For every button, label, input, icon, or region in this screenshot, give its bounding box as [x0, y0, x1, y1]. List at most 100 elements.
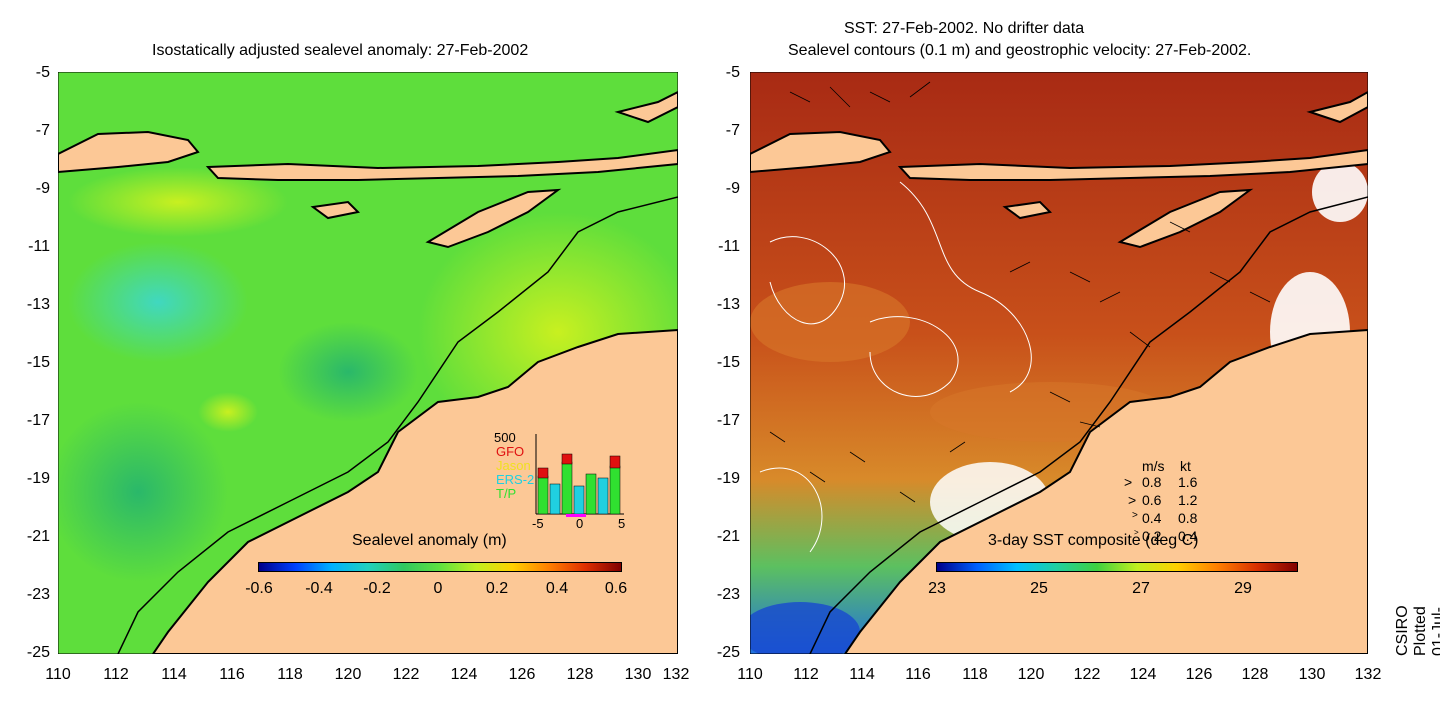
velocity-arrow-icon: > — [1132, 510, 1138, 521]
left-cb-tick: 0.2 — [485, 580, 509, 597]
left-xtick: 124 — [450, 666, 478, 683]
left-map-title: Isostatically adjusted sealevel anomaly:… — [152, 42, 529, 59]
sealevel-map-svg — [48, 71, 698, 655]
right-xtick: 124 — [1129, 666, 1157, 683]
right-xtick: 132 — [1354, 666, 1382, 683]
right-cb-tick: 25 — [1030, 580, 1048, 597]
sealevel-contour — [759, 467, 823, 553]
shelf-contour — [117, 196, 679, 655]
right-map-title-line1: SST: 27-Feb-2002. No drifter data — [844, 20, 1085, 37]
right-xtick: 130 — [1298, 666, 1326, 683]
left-ytick: -23 — [26, 586, 50, 603]
velocity-row-ms: 0.4 — [1142, 510, 1162, 526]
left-xtick: 130 — [624, 666, 652, 683]
right-ytick: -19 — [716, 470, 740, 487]
left-xtick: 132 — [662, 666, 690, 683]
left-xtick: 116 — [219, 666, 245, 683]
sealevel-contour — [899, 181, 1032, 393]
inset-xtick-neg5: -5 — [532, 516, 544, 531]
right-xtick: 116 — [905, 666, 931, 683]
left-colorbar-label: Sealevel anomaly (m) — [352, 532, 507, 549]
left-cb-tick: -0.4 — [305, 580, 333, 597]
right-cb-tick: 27 — [1132, 580, 1150, 597]
left-cb-tick: 0 — [433, 580, 443, 597]
left-ytick: -11 — [28, 238, 50, 255]
inset-mission-jason: Jason — [496, 458, 531, 473]
inset-mission-tp: T/P — [496, 486, 517, 501]
velocity-header-kt: kt — [1180, 458, 1191, 474]
left-colorbar-ticks: -0.6 -0.4 -0.2 0 0.2 0.4 0.6 — [58, 580, 678, 600]
velocity-vectors — [769, 81, 1271, 503]
velocity-arrow-icon: > — [1124, 474, 1133, 490]
left-ytick: -21 — [26, 528, 50, 545]
left-xtick: 110 — [45, 666, 71, 683]
sumba-land — [1002, 200, 1053, 220]
australia-land — [151, 328, 679, 655]
plot-credit: CSIRO Plotted 01-Jul-2005 17:45 — [1394, 605, 1440, 656]
left-xtick: 118 — [277, 666, 303, 683]
left-xtick: 128 — [566, 666, 594, 683]
left-ytick: -17 — [26, 412, 50, 429]
inset-mission-gfo: GFO — [496, 444, 525, 459]
right-ytick: -13 — [716, 296, 740, 313]
left-cb-tick: 0.6 — [604, 580, 628, 597]
left-cb-tick: -0.2 — [363, 580, 391, 597]
right-xtick: 114 — [849, 666, 875, 683]
timor-land — [425, 188, 562, 249]
right-xtick: 118 — [962, 666, 988, 683]
left-y-axis: -5 -7 -9 -11 -13 -15 -17 -19 -21 -23 -25 — [10, 0, 56, 720]
velocity-arrow-icon: > — [1128, 492, 1137, 508]
velocity-row-ms: 0.6 — [1142, 492, 1162, 508]
right-ytick: -5 — [725, 64, 740, 81]
java-land — [749, 130, 892, 174]
sealevel-contour — [769, 236, 846, 325]
left-ytick: -19 — [26, 470, 50, 487]
velocity-row-kt: 0.8 — [1178, 510, 1198, 526]
sealevel-contour — [869, 316, 959, 397]
left-cb-tick: 0.4 — [545, 580, 569, 597]
inset-mission-ers2: ERS-2 — [496, 472, 535, 487]
inset-histogram — [535, 434, 624, 517]
right-ytick: -17 — [716, 412, 740, 429]
right-ytick: -15 — [716, 354, 740, 371]
histogram-bars — [537, 453, 621, 515]
velocity-row-ms: 0.2 — [1142, 528, 1162, 544]
right-xtick: 122 — [1073, 666, 1101, 683]
australia-land — [843, 328, 1369, 655]
right-x-axis: 110 112 114 116 118 120 122 124 126 128 … — [730, 666, 1410, 690]
right-map-title-line2: Sealevel contours (0.1 m) and geostrophi… — [788, 42, 1252, 59]
java-land — [57, 130, 200, 174]
right-ytick: -11 — [718, 238, 740, 255]
sst-map: m/s kt > 0.8 1.6 > 0.6 1.2 > 0.4 0.8 > 0… — [740, 71, 1369, 662]
right-ytick: -21 — [716, 528, 740, 545]
shelf-contour — [809, 196, 1369, 655]
left-x-axis: 110 112 114 116 118 120 122 124 126 128 … — [0, 666, 720, 690]
right-ytick: -9 — [725, 180, 740, 197]
right-colorbar-label: 3-day SST composite (deg C) — [988, 532, 1199, 549]
right-ytick: -25 — [716, 644, 740, 661]
inset-ymax: 500 — [494, 430, 516, 445]
right-ytick: -7 — [725, 122, 740, 139]
velocity-row-ms: 0.8 — [1142, 474, 1162, 490]
right-xtick: 112 — [793, 666, 819, 683]
right-xtick: 110 — [737, 666, 763, 683]
left-ytick: -9 — [35, 180, 50, 197]
left-xtick: 122 — [392, 666, 420, 683]
left-xtick: 112 — [103, 666, 129, 683]
altimeter-inset: 500 GFO Jason ERS-2 T/P -5 0 5 — [478, 430, 638, 531]
right-xtick: 120 — [1017, 666, 1045, 683]
left-ytick: -7 — [35, 122, 50, 139]
left-ytick: -15 — [26, 354, 50, 371]
right-xtick: 128 — [1241, 666, 1269, 683]
left-xtick: 120 — [334, 666, 362, 683]
right-cb-tick: 29 — [1234, 580, 1252, 597]
left-cb-tick: -0.6 — [245, 580, 273, 597]
right-colorbar — [936, 562, 1298, 572]
velocity-row-kt: 1.2 — [1178, 492, 1198, 508]
inset-xtick-5: 5 — [618, 516, 626, 531]
left-ytick: -25 — [26, 644, 50, 661]
velocity-header-ms: m/s — [1142, 458, 1165, 474]
velocity-row-kt: 0.4 — [1178, 528, 1198, 544]
right-colorbar-ticks: 23 25 27 29 — [750, 580, 1368, 600]
sealevel-anomaly-map: 500 GFO Jason ERS-2 T/P -5 0 5 — [48, 71, 698, 655]
